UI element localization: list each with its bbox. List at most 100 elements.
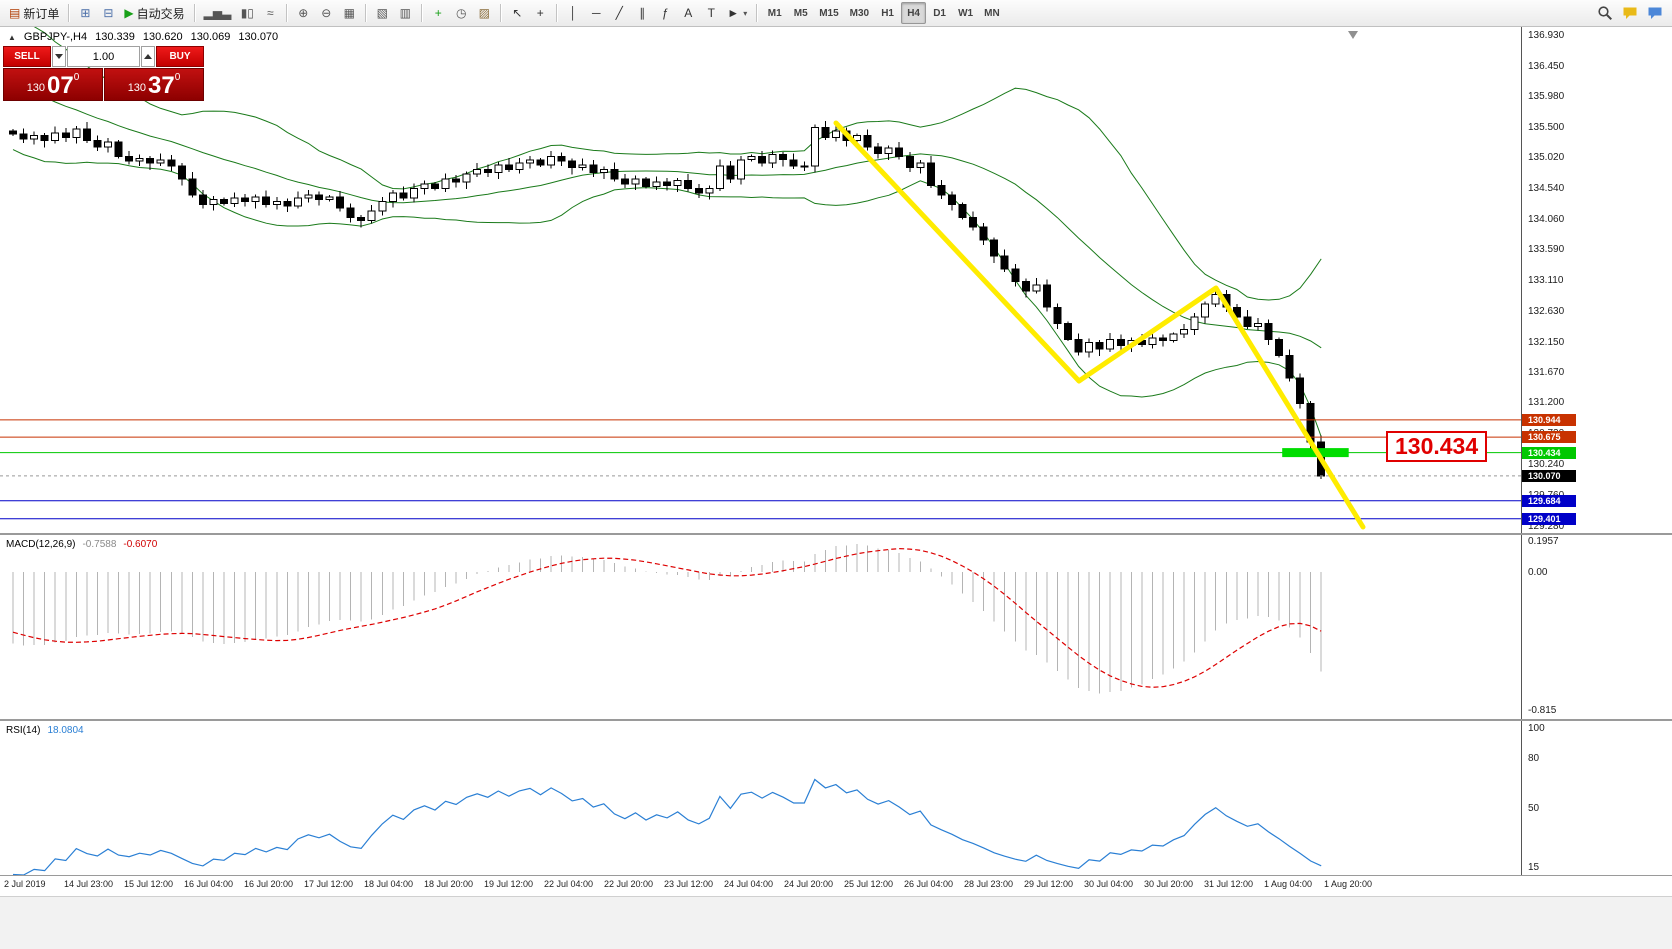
price-annotation-label[interactable]: 130.434 xyxy=(1386,431,1488,462)
rsi-pane[interactable] xyxy=(0,721,1521,875)
chart-shift-marker[interactable] xyxy=(1348,31,1358,39)
chat-button[interactable] xyxy=(1643,2,1667,24)
candles xyxy=(9,120,1326,479)
time-axis-label: 31 Jul 12:00 xyxy=(1204,879,1254,889)
equidistant-channel-button[interactable]: ∥ xyxy=(631,2,653,24)
sell-price-button[interactable]: 130 07 0 xyxy=(3,68,103,101)
symbol-icon: ▲ xyxy=(8,32,16,42)
crosshair-button[interactable]: + xyxy=(529,2,551,24)
time-axis-label: 16 Jul 04:00 xyxy=(184,879,234,889)
new-chart-button[interactable]: ▧ xyxy=(371,2,393,24)
horizontal-line-icon: ─ xyxy=(592,6,601,20)
fibonacci-button[interactable]: ƒ xyxy=(654,2,676,24)
timeframe-m5-button[interactable]: M5 xyxy=(788,2,813,24)
arrow-tools-button[interactable]: ► ▾ xyxy=(723,2,751,24)
chat-icon xyxy=(1648,7,1662,19)
vertical-line-button[interactable]: │ xyxy=(562,2,584,24)
price-axis-label: 131.200 xyxy=(1528,397,1565,408)
timeframe-m30-button[interactable]: M30 xyxy=(845,2,874,24)
buy-price-prefix: 130 xyxy=(127,82,147,94)
arrow-tools-icon: ► xyxy=(727,6,740,20)
pane-separator[interactable] xyxy=(0,533,1672,535)
periods-button[interactable]: ◷ xyxy=(450,2,472,24)
timeframe-m1-button[interactable]: M1 xyxy=(762,2,787,24)
trendline-button[interactable]: ╱ xyxy=(608,2,630,24)
horizontal-line-button[interactable]: ─ xyxy=(585,2,607,24)
time-axis-label: 16 Jul 20:00 xyxy=(244,879,294,889)
macd-axis-label: 0.1957 xyxy=(1528,536,1559,547)
pane-separator[interactable] xyxy=(0,719,1672,721)
candle-chart-mode-button[interactable]: ▮▯ xyxy=(236,2,258,24)
templates-icon: ▨ xyxy=(478,6,490,20)
time-axis-label: 14 Jul 23:00 xyxy=(64,879,114,889)
zoom-out-icon: ⊖ xyxy=(321,6,332,20)
volume-up-button[interactable] xyxy=(141,46,155,67)
line-chart-mode-button[interactable]: ≈ xyxy=(259,2,281,24)
search-button[interactable] xyxy=(1593,2,1617,24)
community-button[interactable] xyxy=(1618,2,1642,24)
volume-down-button[interactable] xyxy=(52,46,66,67)
rsi-axis-label: 15 xyxy=(1528,862,1540,873)
profiles-icon: ⊟ xyxy=(103,6,114,20)
volume-input[interactable] xyxy=(67,46,140,67)
time-axis-label: 19 Jul 12:00 xyxy=(484,879,534,889)
buy-price-button[interactable]: 130 37 0 xyxy=(104,68,204,101)
autotrading-icon: ▶ xyxy=(124,6,134,20)
price-axis-label: 131.670 xyxy=(1528,367,1565,378)
trend-zigzag-annotation[interactable] xyxy=(833,120,1366,530)
rsi-value: 18.0804 xyxy=(47,725,84,736)
time-axis-label: 29 Jul 12:00 xyxy=(1024,879,1074,889)
periods-icon: ◷ xyxy=(456,6,467,20)
price-axis-label: 133.590 xyxy=(1528,244,1565,255)
autotrading-button[interactable]: ▶ 自动交易 xyxy=(120,2,188,24)
macd-pane[interactable] xyxy=(0,535,1521,719)
time-axis-label: 22 Jul 04:00 xyxy=(544,879,594,889)
indicators-button[interactable]: + xyxy=(427,2,449,24)
timeframe-w1-button[interactable]: W1 xyxy=(953,2,978,24)
macd-axis-label: -0.815 xyxy=(1528,705,1557,716)
zoom-in-button[interactable]: ⊕ xyxy=(292,2,314,24)
time-axis[interactable]: 2 Jul 2019 14 Jul 23:00 15 Jul 12:00 16 Jul… xyxy=(0,876,1672,896)
timeframe-h1-button[interactable]: H1 xyxy=(875,2,900,24)
price-axis-label: 135.500 xyxy=(1528,122,1565,133)
pane-separator[interactable] xyxy=(0,875,1672,876)
indicators-icon: + xyxy=(434,6,442,20)
price-axis-label: 132.630 xyxy=(1528,306,1565,317)
buy-button[interactable]: BUY xyxy=(156,46,204,67)
chart-shift-icon: ▥ xyxy=(399,6,411,20)
time-axis-label: 2 Jul 2019 xyxy=(4,879,46,889)
buy-price-big: 37 xyxy=(148,72,175,99)
timeframe-m15-button[interactable]: M15 xyxy=(814,2,843,24)
time-axis-label: 30 Jul 04:00 xyxy=(1084,879,1134,889)
price-axis[interactable]: 136.930 136.450 135.980 135.500 135.020 134.5… xyxy=(1521,27,1672,876)
sell-button[interactable]: SELL xyxy=(3,46,51,67)
text-button[interactable]: A xyxy=(677,2,699,24)
toolbar-separator xyxy=(193,4,195,22)
zoom-out-button[interactable]: ⊖ xyxy=(315,2,337,24)
profiles-button[interactable]: ⊟ xyxy=(97,2,119,24)
bar-chart-mode-button[interactable]: ▂▅▃ xyxy=(200,2,236,24)
time-axis-label: 1 Aug 04:00 xyxy=(1264,879,1313,889)
price-axis-label: 130.240 xyxy=(1528,459,1565,470)
templates-button[interactable]: ▨ xyxy=(473,2,495,24)
timeframe-mn-button[interactable]: MN xyxy=(979,2,1005,24)
rsi-name: RSI(14) xyxy=(6,725,41,736)
price-chart-pane[interactable] xyxy=(0,27,1521,533)
bollinger-lower-band xyxy=(12,149,1322,437)
price-level-tag: 129.401 xyxy=(1522,513,1576,525)
rsi-axis-label: 100 xyxy=(1528,723,1545,734)
charts-bar-button[interactable]: ⊞ xyxy=(74,2,96,24)
price-axis-label: 135.980 xyxy=(1528,91,1565,102)
chart-shift-button[interactable]: ▥ xyxy=(394,2,416,24)
text-label-button[interactable]: T xyxy=(700,2,722,24)
timeframe-h4-button[interactable]: H4 xyxy=(901,2,927,24)
cursor-button[interactable]: ↖ xyxy=(506,2,528,24)
rsi-line xyxy=(12,778,1322,875)
tile-windows-button[interactable]: ▦ xyxy=(338,2,360,24)
bottom-strip xyxy=(0,896,1672,949)
new-order-icon: ▤ xyxy=(9,6,21,20)
price-axis-label: 133.110 xyxy=(1528,275,1564,286)
new-order-button[interactable]: ▤ 新订单 xyxy=(5,2,63,24)
timeframe-d1-button[interactable]: D1 xyxy=(927,2,952,24)
